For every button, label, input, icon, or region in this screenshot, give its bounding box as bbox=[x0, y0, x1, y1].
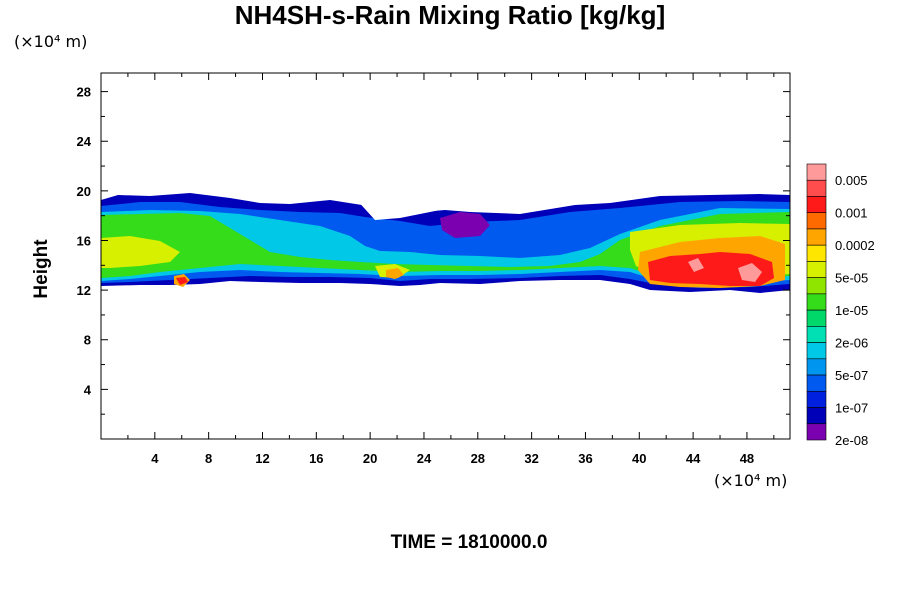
colorbar-swatch bbox=[806, 407, 827, 425]
field-band-pink bbox=[688, 258, 762, 282]
x-tick-label: 44 bbox=[686, 451, 701, 466]
colorbar-label: 2e-08 bbox=[835, 433, 868, 448]
time-label: TIME = 1810000.0 bbox=[390, 532, 548, 553]
colorbar-swatch bbox=[806, 390, 827, 408]
colorbar-swatch bbox=[806, 163, 827, 181]
x-tick-label: 16 bbox=[309, 451, 323, 466]
chart-title: NH4SH-s-Rain Mixing Ratio [kg/kg] bbox=[234, 0, 666, 30]
colorbar-swatch bbox=[806, 212, 827, 230]
colorbar-label: 0.005 bbox=[835, 173, 868, 188]
x-tick-label: 36 bbox=[578, 451, 592, 466]
colorbar: 0.005 0.001 0.0002 5e-05 1e-05 2e-06 5e-07 1e-0… bbox=[806, 163, 875, 448]
colorbar-label: 2e-06 bbox=[835, 336, 868, 351]
colorbar-swatch bbox=[806, 358, 827, 376]
colorbar-swatch bbox=[806, 342, 827, 360]
colorbar-label: 0.0002 bbox=[835, 238, 875, 253]
field-band-red bbox=[176, 252, 774, 286]
colorbar-label: 5e-07 bbox=[835, 368, 868, 383]
colorbar-swatch bbox=[806, 179, 827, 197]
colorbar-swatch bbox=[806, 277, 827, 295]
x-tick-label: 8 bbox=[205, 451, 212, 466]
colorbar-swatch bbox=[806, 244, 827, 262]
colorbar-swatch bbox=[806, 326, 827, 343]
colorbar-swatch bbox=[806, 374, 827, 392]
x-tick-label: 4 bbox=[151, 451, 159, 466]
colorbar-swatch bbox=[806, 293, 827, 311]
field-clear-gap bbox=[355, 198, 440, 220]
field-band-green bbox=[101, 212, 790, 280]
plot-frame bbox=[100, 72, 791, 440]
y-tick-label: 20 bbox=[77, 184, 91, 199]
x-tick-label: 20 bbox=[363, 451, 377, 466]
colorbar-swatch bbox=[806, 309, 827, 327]
field-band-purple bbox=[440, 212, 490, 238]
x-tick-label: 32 bbox=[524, 451, 538, 466]
colorbar-label: 1e-07 bbox=[835, 401, 868, 416]
y-axis-unit: (×10⁴ m) bbox=[14, 32, 88, 51]
x-tick-label: 28 bbox=[471, 451, 485, 466]
colorbar-swatch bbox=[806, 423, 827, 441]
y-tick-label: 24 bbox=[77, 134, 92, 149]
y-tick-label: 16 bbox=[77, 233, 91, 248]
colorbar-label: 1e-05 bbox=[835, 303, 868, 318]
x-tick-label: 40 bbox=[632, 451, 646, 466]
contour-field bbox=[101, 193, 790, 293]
colorbar-swatch bbox=[806, 228, 827, 246]
x-tick-label: 12 bbox=[255, 451, 269, 466]
colorbar-label: 0.001 bbox=[835, 206, 868, 221]
y-tick-label: 12 bbox=[77, 283, 91, 298]
colorbar-label: 5e-05 bbox=[835, 271, 868, 286]
colorbar-swatch bbox=[806, 196, 827, 214]
x-tick-label: 24 bbox=[417, 451, 432, 466]
colorbar-swatch bbox=[806, 261, 827, 278]
x-axis-unit: (×10⁴ m) bbox=[714, 471, 788, 490]
y-tick-label: 8 bbox=[84, 333, 91, 348]
y-tick-label: 28 bbox=[77, 85, 91, 100]
y-tick-label: 4 bbox=[84, 382, 92, 397]
x-tick-label: 48 bbox=[740, 451, 754, 466]
